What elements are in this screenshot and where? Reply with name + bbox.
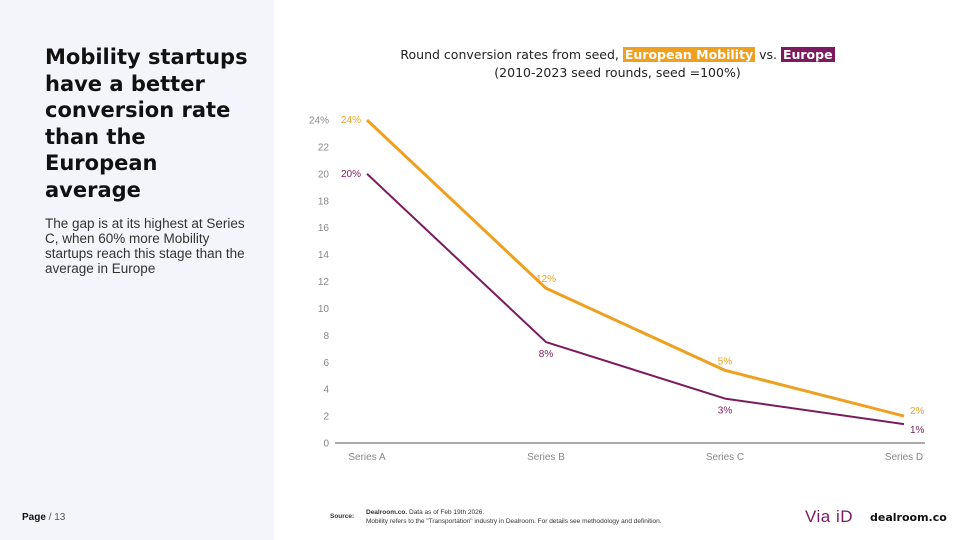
footer-source-note: Mobility refers to the "Transportation" … [366,518,662,525]
chart-title-line-1: Round conversion rates from seed, Europe… [300,46,935,64]
legend-highlight-mobility: European Mobility [622,47,756,62]
dealroom-logo: dealroom.co [870,511,947,524]
x-tick-label: Series C [706,452,744,463]
y-tick-label: 16 [318,223,330,234]
y-tick-label: 12 [318,277,330,288]
series-line-europe [366,173,905,426]
page-headline: Mobility startups have a better conversi… [45,45,248,202]
y-tick-label: 0 [323,439,329,450]
y-tick-label: 10 [318,304,330,315]
via-id-logo: Via iD [805,507,854,526]
y-tick-label: 24% [309,116,329,127]
data-label-europe: 1% [910,425,925,436]
left-panel: Mobility startups have a better conversi… [0,0,274,540]
x-tick-label: Series D [885,452,923,463]
data-label-europe: 20% [341,169,361,180]
page-subtext: The gap is at its highest at Series C, w… [45,216,245,276]
y-tick-label: 18 [318,196,330,207]
legend-highlight-europe: Europe [780,47,835,62]
data-label-mobility: 12% [536,274,556,285]
page-number: Page / 13 [22,512,65,523]
chart-title-middle: vs. [755,47,781,62]
y-tick-label: 8 [323,331,329,342]
y-tick-label: 4 [323,385,329,396]
data-label-mobility: 2% [910,406,925,417]
chart-title: Round conversion rates from seed, Europe… [300,46,935,82]
x-tick-label: Series A [348,452,386,463]
data-label-mobility: 24% [341,115,361,126]
y-tick-label: 22 [318,142,330,153]
data-label-mobility: 5% [718,356,733,367]
series-line-mobility [365,118,905,418]
y-tick-label: 2 [323,412,329,423]
y-tick-label: 14 [318,250,330,261]
page-count: / 13 [45,512,66,523]
footer-source-name: Dealroom.co. [366,509,408,516]
footer-source-date: Data as of Feb 19th 2026. [407,509,485,516]
data-label-europe: 8% [539,349,554,360]
data-label-europe: 3% [718,406,733,417]
footer-source-label: Source: [330,513,355,520]
y-tick-label: 6 [323,358,329,369]
page-label: Page [22,512,46,523]
chart-subtitle: (2010-2023 seed rounds, seed =100%) [494,65,741,80]
x-tick-label: Series B [527,452,565,463]
chart-title-prefix: Round conversion rates from seed, [400,47,623,62]
y-tick-label: 20 [318,169,330,180]
footer-source-text: Dealroom.co. Data as of Feb 19th 2026. M… [366,508,786,526]
